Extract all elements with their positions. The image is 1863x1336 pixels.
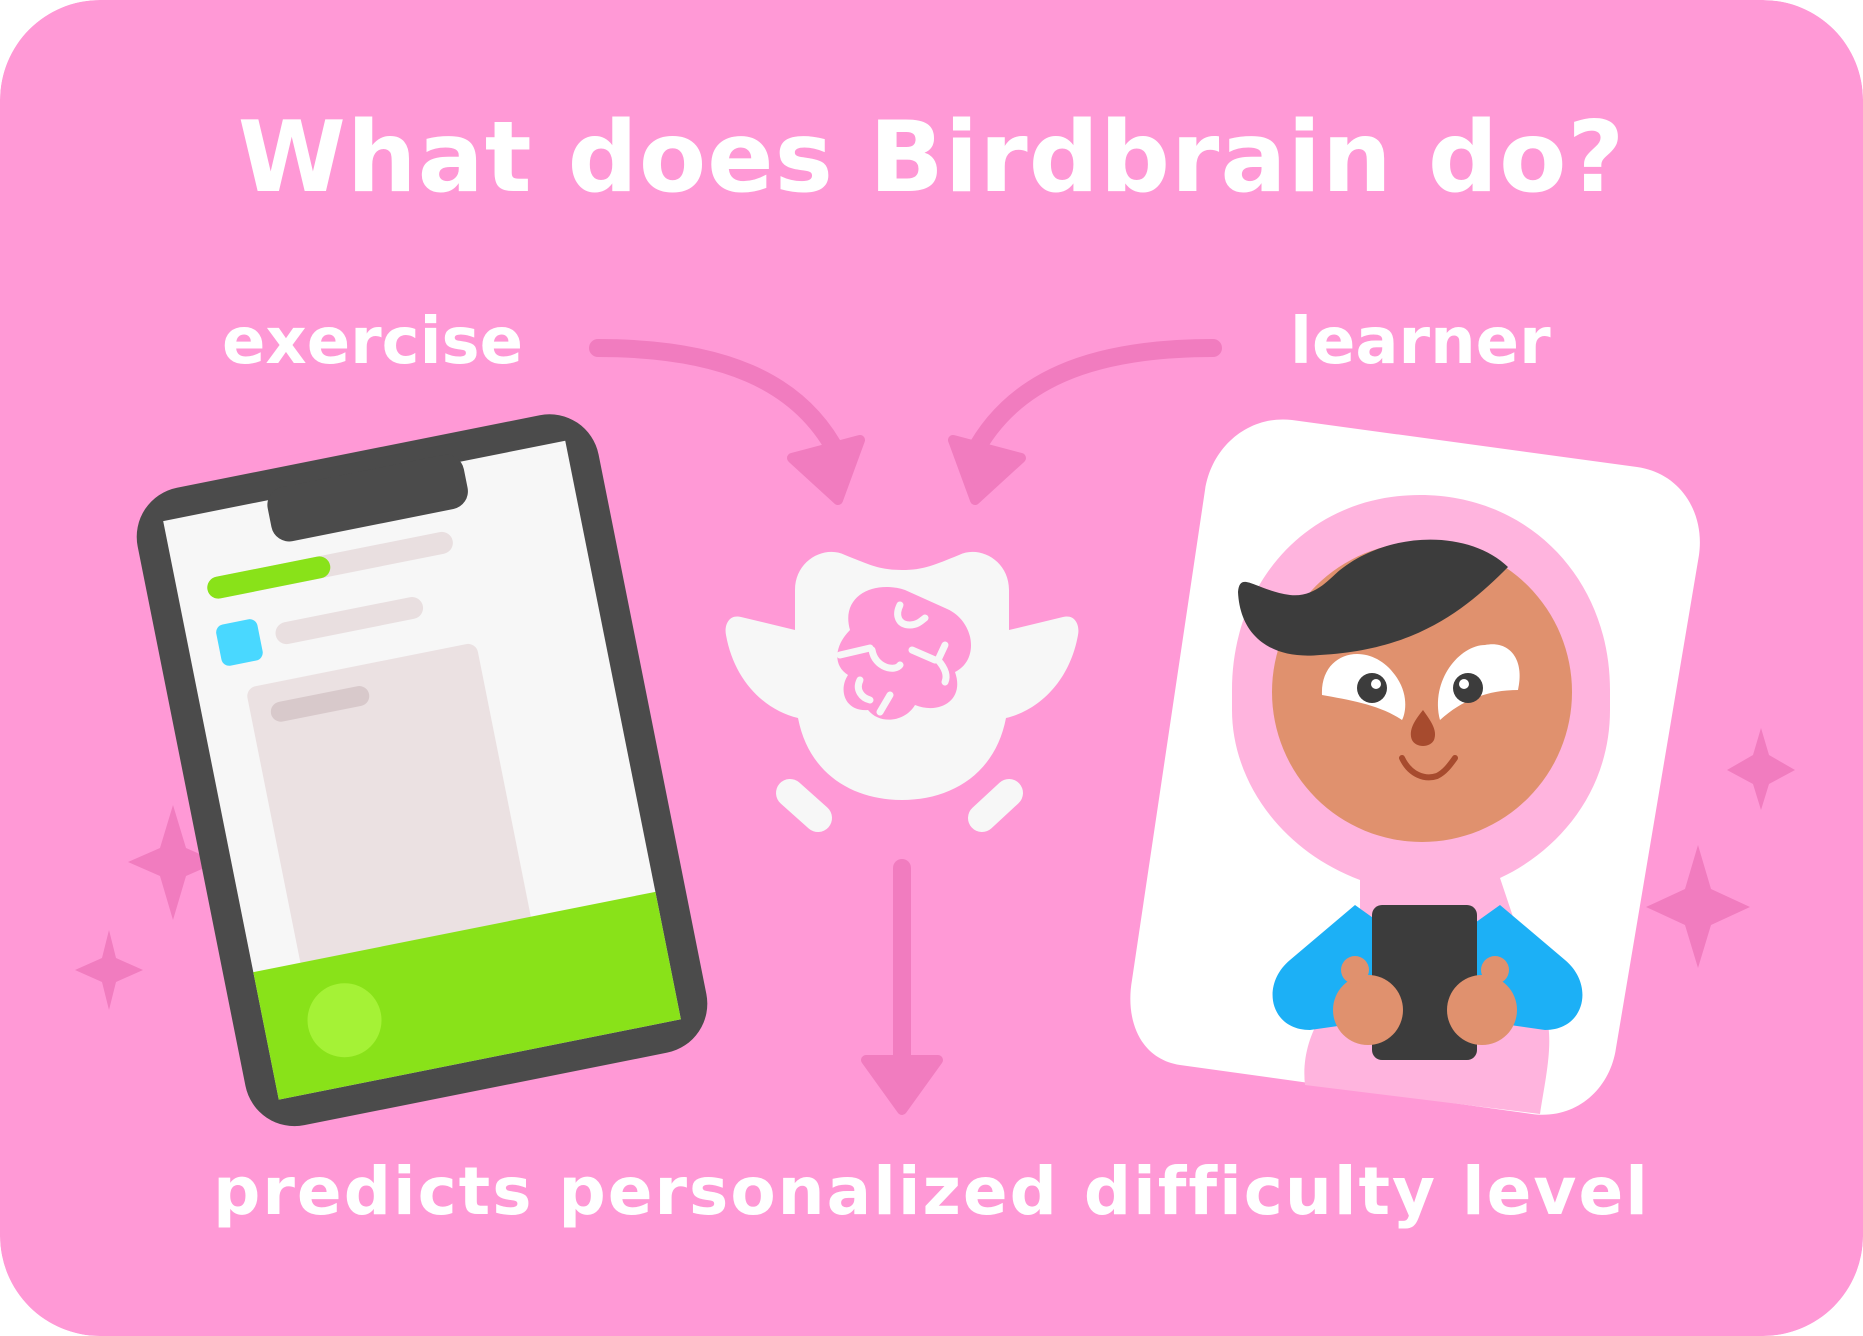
- diagram-title: What does Birdbrain do?: [237, 101, 1626, 215]
- learner-character-icon: [1130, 419, 1700, 1115]
- exercise-label: exercise: [222, 305, 524, 379]
- output-label: predicts personalized difficulty level: [213, 1153, 1650, 1230]
- learner-label: learner: [1290, 305, 1551, 379]
- phone-exercise-icon: [136, 414, 708, 1127]
- sparkle-icon: [75, 728, 1795, 1010]
- exercise-to-model-arrow: [589, 339, 865, 505]
- learner-to-model-arrow: [948, 339, 1222, 505]
- birdbrain-owl-icon: [725, 551, 1079, 832]
- model-to-output-arrow: [861, 859, 943, 1115]
